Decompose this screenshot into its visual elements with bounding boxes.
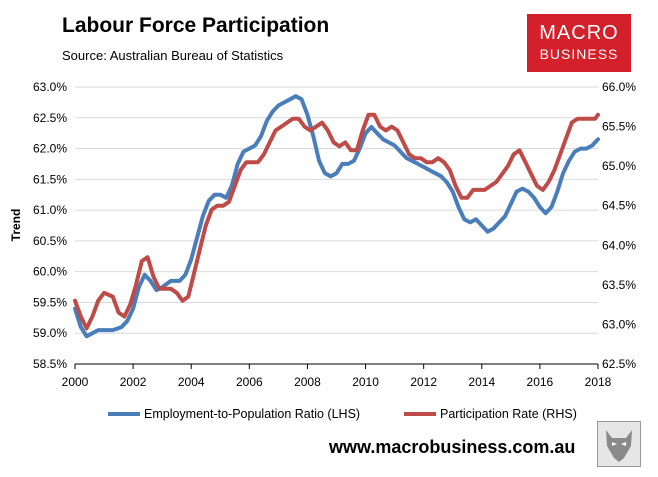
y-tick-label: 58.5%	[33, 357, 67, 371]
legend-label-lhs: Employment-to-Population Ratio (LHS)	[144, 407, 360, 421]
legend-label-rhs: Participation Rate (RHS)	[440, 407, 577, 421]
x-tick-label: 2012	[410, 375, 437, 389]
x-tick-label: 2010	[352, 375, 379, 389]
y-tick-label: 59.0%	[33, 326, 67, 340]
plot-area	[75, 87, 598, 364]
legend: Employment-to-Population Ratio (LHS) Par…	[108, 407, 577, 421]
x-tick-label: 2006	[236, 375, 263, 389]
y2-tick-label: 62.5%	[602, 357, 636, 371]
y-tick-label: 61.0%	[33, 203, 67, 217]
y2-tick-label: 66.0%	[602, 80, 636, 94]
y-tick-label: 62.5%	[33, 111, 67, 125]
x-axis-ticks: 2000 2002 2004 2006 2008 2010 2012 2014 2016 2018	[62, 364, 612, 389]
y-tick-label: 62.0%	[33, 142, 67, 156]
y-tick-label: 63.0%	[33, 80, 67, 94]
y2-tick-label: 64.5%	[602, 199, 636, 213]
left-axis-ticks: 58.5% 59.0% 59.5% 60.0% 60.5% 61.0% 61.5% 62.0%…	[33, 80, 67, 371]
y2-tick-label: 63.0%	[602, 317, 636, 331]
y-tick-label: 59.5%	[33, 295, 67, 309]
wolf-logo-icon	[597, 421, 641, 467]
x-tick-label: 2016	[527, 375, 554, 389]
wolf-icon	[598, 422, 640, 466]
y-axis-label: Trend	[9, 209, 23, 242]
y-tick-label: 60.0%	[33, 265, 67, 279]
x-tick-label: 2000	[62, 375, 89, 389]
x-tick-label: 2002	[120, 375, 147, 389]
y-tick-label: 61.5%	[33, 172, 67, 186]
x-tick-label: 2014	[468, 375, 495, 389]
y2-tick-label: 65.5%	[602, 120, 636, 134]
y2-tick-label: 65.0%	[602, 159, 636, 173]
y-tick-label: 60.5%	[33, 234, 67, 248]
website-url: www.macrobusiness.com.au	[329, 437, 575, 458]
y2-tick-label: 64.0%	[602, 238, 636, 252]
x-tick-label: 2004	[178, 375, 205, 389]
x-tick-label: 2018	[585, 375, 612, 389]
right-axis-ticks: 62.5% 63.0% 63.5% 64.0% 64.5% 65.0% 65.5% 66.0%	[602, 80, 636, 371]
y2-tick-label: 63.5%	[602, 278, 636, 292]
x-tick-label: 2008	[294, 375, 321, 389]
